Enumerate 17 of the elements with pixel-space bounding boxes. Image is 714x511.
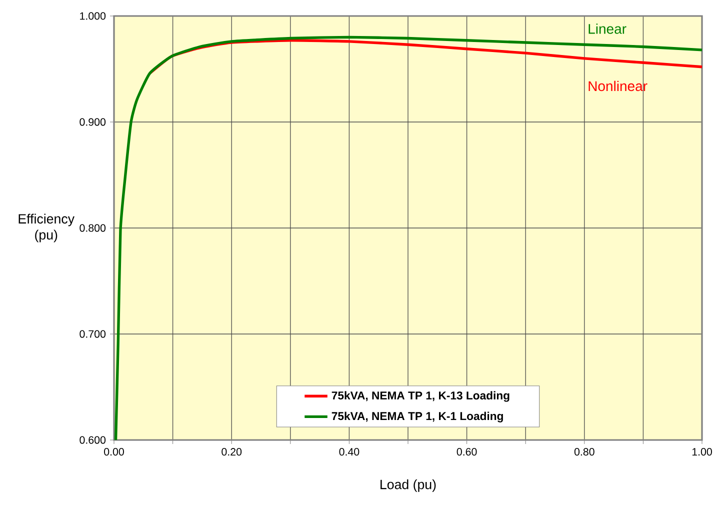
x-axis-title: Load (pu) — [380, 479, 436, 492]
x-tick-label: 0.20 — [222, 448, 242, 456]
legend-label: 75kVA, NEMA TP 1, K-1 Loading — [332, 412, 503, 422]
legend-label: 75kVA, NEMA TP 1, K-13 Loading — [332, 391, 510, 402]
x-tick-label: 0.80 — [574, 448, 594, 456]
y-tick-label: 1.000 — [80, 12, 106, 20]
y-tick-label: 0.800 — [80, 224, 106, 232]
x-tick-label: 1.00 — [692, 448, 712, 456]
x-tick-label: 0.40 — [339, 448, 360, 456]
x-tick-label: 0.00 — [104, 448, 124, 456]
y-tick-label: 0.900 — [80, 118, 106, 126]
y-axis-title: Efficiency (pu) — [18, 214, 74, 242]
annotation: Linear — [588, 24, 626, 34]
x-tick-label: 0.60 — [456, 448, 477, 456]
line-series — [114, 36, 704, 442]
y-tick-label: 0.600 — [80, 436, 106, 444]
y-tick-label: 0.700 — [80, 330, 106, 338]
